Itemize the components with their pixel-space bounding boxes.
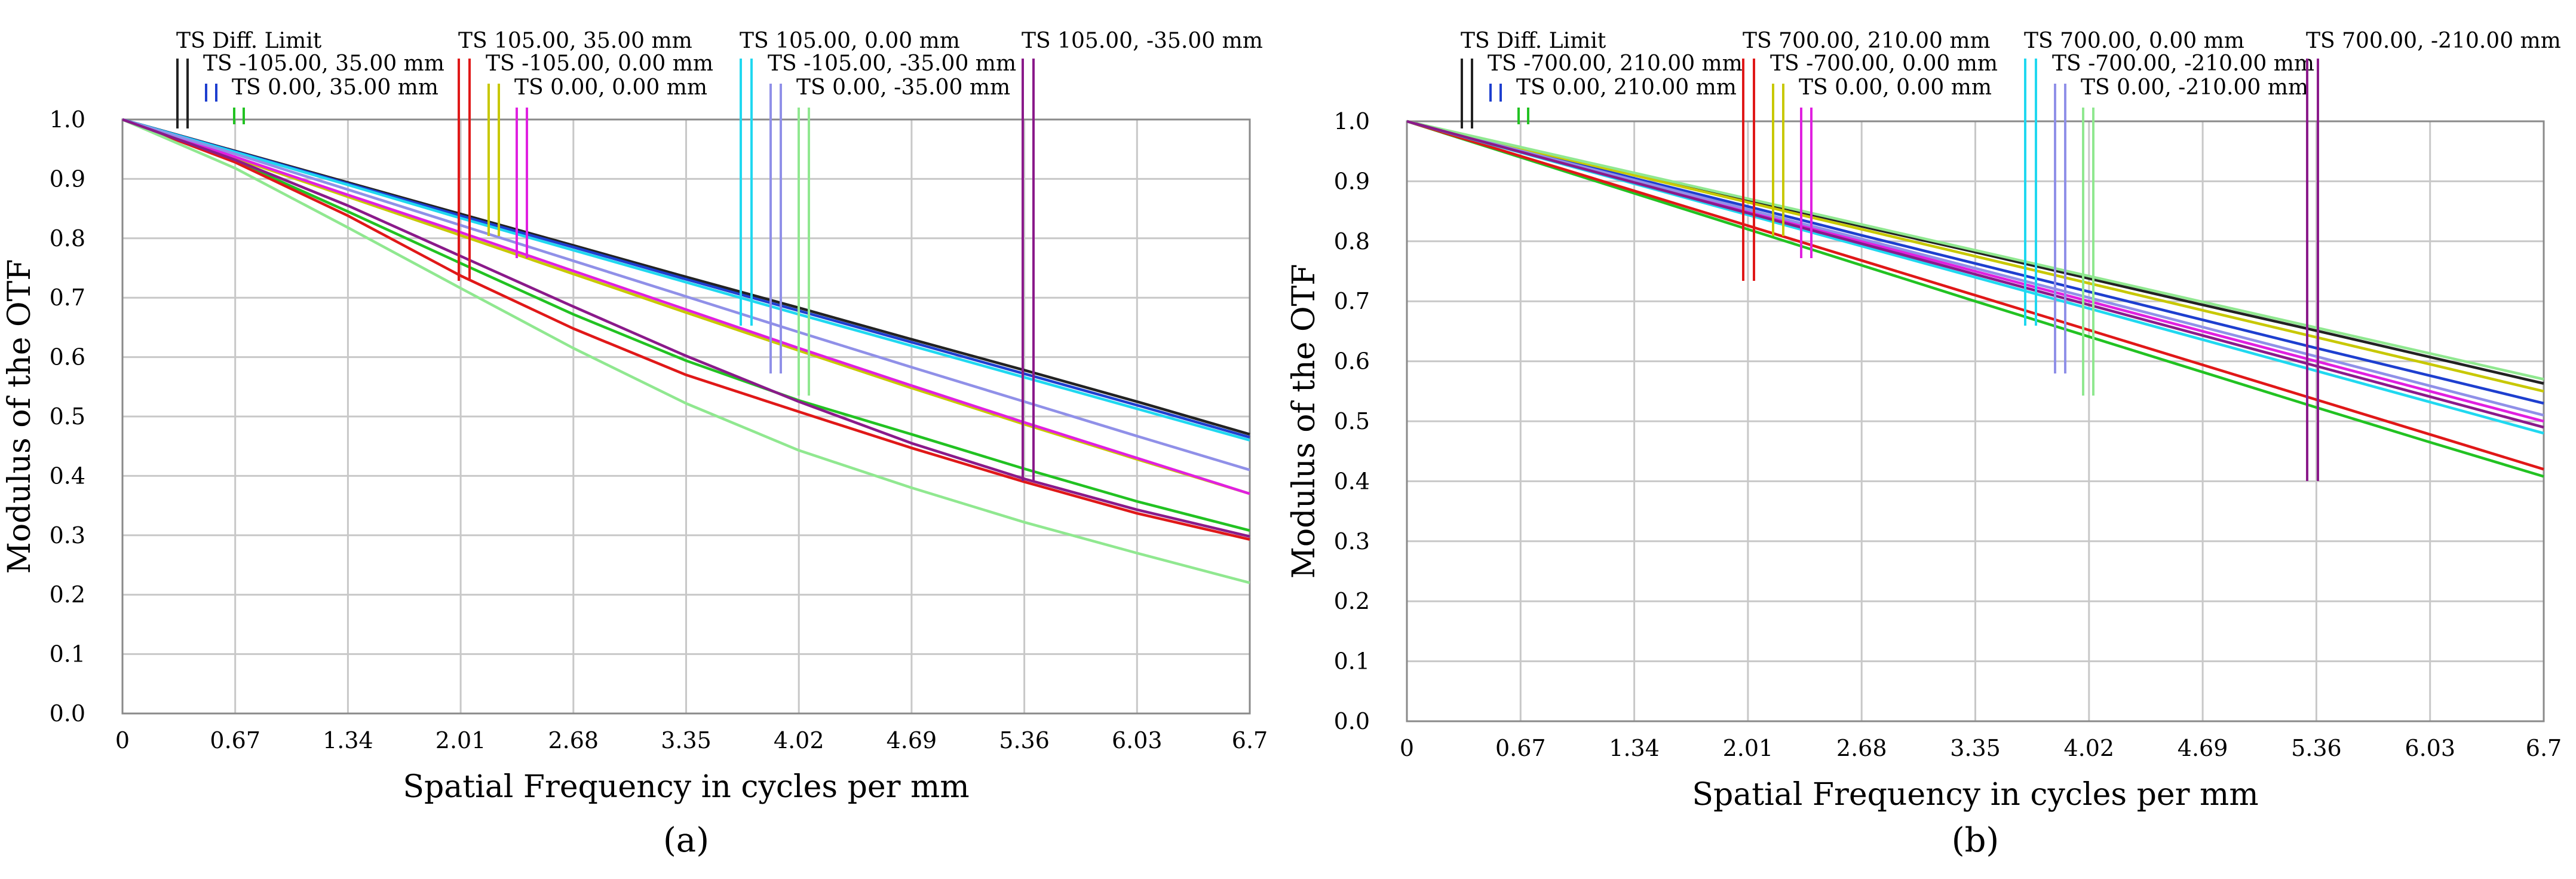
y-tick-label: 0.1 — [50, 641, 85, 667]
legend-label: TS 0.00, -35.00 mm — [796, 75, 1010, 100]
x-tick-label: 6.03 — [1112, 727, 1163, 754]
legend-label: TS -700.00, 0.00 mm — [1770, 51, 1998, 76]
series-line — [122, 118, 1250, 442]
x-tick-label: 0.67 — [210, 727, 260, 754]
legend-label: TS 700.00, 210.00 mm — [1743, 29, 1991, 53]
y-tick-label: 0.9 — [1334, 168, 1370, 194]
series-line — [122, 118, 1250, 532]
x-tick-label: 3.35 — [1950, 735, 2001, 761]
x-tick-label: 4.69 — [2178, 735, 2228, 761]
series-line — [122, 118, 1250, 495]
legend-label: TS 105.00, 0.00 mm — [740, 29, 960, 53]
y-tick-label: 1.0 — [1334, 108, 1370, 134]
y-tick-label: 0.4 — [50, 463, 85, 489]
x-tick-label: 0.67 — [1495, 735, 1546, 761]
legend-label: TS 105.00, -35.00 mm — [1022, 29, 1263, 53]
y-tick-label: 0.2 — [50, 581, 85, 608]
x-tick-label: 2.01 — [436, 727, 486, 754]
y-axis-label: Modulus of the OTF — [1286, 264, 1322, 579]
chart-panel-b: 0 0.67 1.34 2.01 2.68 3.35 4.02 4.69 5.36 6.03 6.7… — [1286, 29, 2562, 860]
legend-label: TS 0.00, 0.00 mm — [514, 75, 707, 100]
y-tick-label: 0.7 — [1334, 288, 1370, 314]
series-line — [122, 118, 1250, 541]
y-tick-label: 0.8 — [50, 225, 85, 252]
plot-frame — [121, 118, 1251, 715]
y-tick-label: 0.9 — [50, 166, 85, 192]
y-tick-label: 0.7 — [50, 284, 85, 311]
y-tick-label: 0.3 — [1334, 528, 1370, 555]
x-tick-label: 0 — [1400, 735, 1414, 761]
x-tick-label: 1.34 — [323, 727, 373, 754]
y-tick-label: 0.3 — [50, 522, 85, 549]
y-tick-label: 0.0 — [50, 700, 85, 727]
series-line — [1406, 120, 2544, 393]
y-tick-label: 0.4 — [1334, 468, 1370, 494]
y-tick-label: 0.5 — [1334, 408, 1370, 434]
x-tick-label: 2.68 — [548, 727, 599, 754]
series-line — [1406, 120, 2544, 405]
x-tick-label: 4.02 — [774, 727, 824, 754]
x-axis-label: Spatial Frequency in cycles per mm — [1692, 777, 2258, 813]
y-tick-label: 0.6 — [50, 344, 85, 370]
legend-label: TS 700.00, -210.00 mm — [2306, 29, 2561, 53]
legend-label: TS Diff. Limit — [176, 29, 322, 53]
x-tick-label: 6.7 — [1232, 727, 1268, 754]
y-tick-label: 0.1 — [1334, 648, 1370, 675]
x-tick-label: 6.03 — [2405, 735, 2455, 761]
series-line — [1406, 120, 2544, 471]
series-line — [1406, 120, 2544, 429]
legend-label: TS 0.00, 35.00 mm — [232, 75, 438, 100]
x-tick-label: 2.01 — [1723, 735, 1774, 761]
y-axis-label: Modulus of the OTF — [2, 259, 38, 574]
legend-label: TS -105.00, -35.00 mm — [768, 51, 1016, 76]
legend-label: TS 0.00, -210.00 mm — [2081, 75, 2308, 100]
x-tick-label: 1.34 — [1609, 735, 1660, 761]
series-line — [1406, 120, 2544, 478]
x-tick-label: 0 — [115, 727, 130, 754]
panel-label: (b) — [1952, 821, 2000, 860]
legend-label: TS 0.00, 0.00 mm — [1799, 75, 1992, 100]
y-tick-label: 0.2 — [1334, 588, 1370, 614]
legend-label: TS 105.00, 35.00 mm — [458, 29, 692, 53]
series-line — [122, 118, 1250, 538]
x-tick-label: 3.35 — [661, 727, 712, 754]
series-line — [122, 118, 1250, 584]
x-tick-label: 6.7 — [2526, 735, 2562, 761]
chart-panel-a: 0 0.67 1.34 2.01 2.68 3.35 4.02 4.69 5.36 6.03 6.7… — [2, 29, 1268, 860]
legend-label: TS Diff. Limit — [1461, 29, 1606, 53]
y-tick-label: 0.8 — [1334, 228, 1370, 255]
y-tick-label: 1.0 — [50, 106, 85, 133]
legend-label: TS -105.00, 0.00 mm — [486, 51, 713, 76]
x-axis-label: Spatial Frequency in cycles per mm — [403, 769, 969, 805]
series-line — [1406, 120, 2544, 381]
legend-label: TS 0.00, 210.00 mm — [1516, 75, 1737, 100]
y-tick-label: 0.5 — [50, 403, 85, 430]
y-tick-label: 0.0 — [1334, 708, 1370, 734]
series-line — [122, 118, 1250, 471]
series-line — [1406, 120, 2544, 417]
x-tick-label: 2.68 — [1836, 735, 1887, 761]
y-tick-label: 0.6 — [1334, 348, 1370, 375]
legend-label: TS -700.00, 210.00 mm — [1488, 51, 1743, 76]
x-tick-label: 4.69 — [887, 727, 937, 754]
legend-label: TS 700.00, 0.00 mm — [2024, 29, 2244, 53]
series-line — [122, 118, 1250, 495]
x-tick-label: 5.36 — [2291, 735, 2342, 761]
x-tick-label: 5.36 — [999, 727, 1050, 754]
x-tick-label: 4.02 — [2063, 735, 2114, 761]
legend-label: TS -105.00, 35.00 mm — [203, 51, 444, 76]
panel-label: (a) — [663, 821, 709, 860]
legend-label: TS -700.00, -210.00 mm — [2052, 51, 2314, 76]
